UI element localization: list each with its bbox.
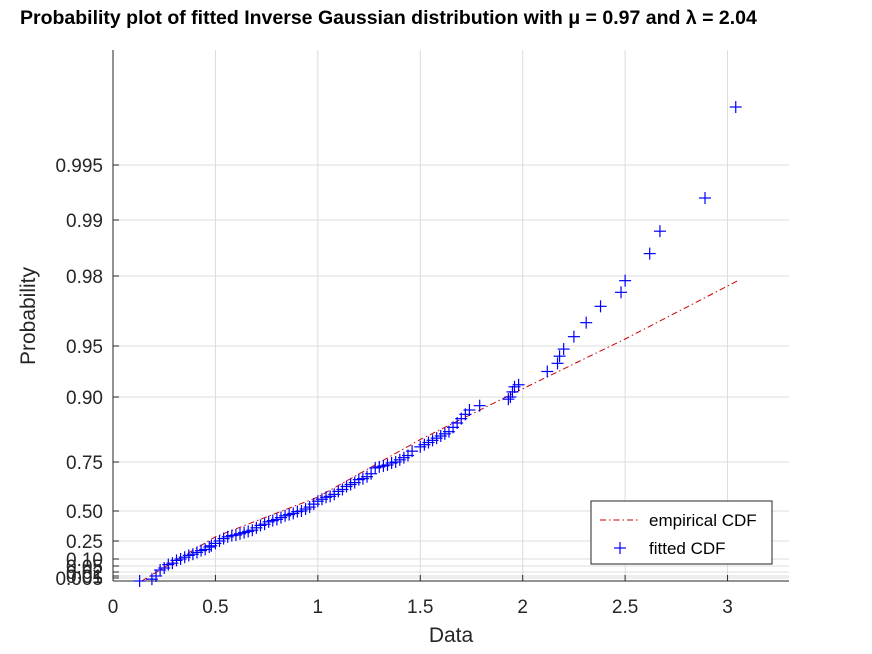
fitted-cdf-point bbox=[643, 247, 656, 260]
x-tick-label: 2.5 bbox=[612, 597, 638, 618]
y-tick-label: 0.995 bbox=[55, 156, 103, 177]
fitted-cdf-point bbox=[553, 350, 566, 363]
fitted-cdf-point bbox=[406, 445, 419, 458]
fitted-cdf-point bbox=[615, 286, 628, 299]
legend-entry-fitted-cdf: fitted CDF bbox=[649, 539, 726, 558]
fitted-cdf-point bbox=[463, 404, 476, 416]
x-tick-label: 1 bbox=[313, 597, 324, 618]
y-tick-label: 0.05 bbox=[66, 557, 103, 578]
legend-entry-empirical-cdf: empirical CDF bbox=[649, 511, 757, 530]
y-tick-label: 0.25 bbox=[66, 532, 103, 553]
x-tick-label: 2 bbox=[517, 597, 528, 618]
y-tick-label: 0.98 bbox=[66, 267, 103, 288]
fitted-cdf-point bbox=[133, 575, 146, 587]
x-tick-label: 0.5 bbox=[202, 597, 228, 618]
legend: empirical CDF fitted CDF bbox=[590, 500, 773, 565]
y-tick-label: 0.90 bbox=[66, 388, 103, 409]
fitted-cdf-point bbox=[506, 385, 519, 398]
fitted-cdf-point bbox=[729, 101, 742, 113]
fitted-cdf-point bbox=[504, 391, 517, 403]
y-tick-label: 0.10 bbox=[66, 550, 103, 571]
fitted-cdf-point bbox=[653, 225, 666, 238]
y-tick-label: 0.75 bbox=[66, 453, 103, 474]
empirical-cdf-polyline bbox=[141, 280, 739, 582]
x-tick-label: 1.5 bbox=[407, 597, 433, 618]
y-tick-label: 0.95 bbox=[66, 337, 103, 358]
fitted-cdf-point bbox=[699, 192, 712, 204]
fitted-cdf-point bbox=[203, 541, 216, 553]
x-tick-label: 0 bbox=[108, 597, 119, 618]
fitted-cdf-point bbox=[619, 274, 632, 287]
axes bbox=[112, 50, 789, 582]
legend-box bbox=[590, 500, 773, 565]
fitted-cdf-point bbox=[557, 343, 570, 356]
fitted-cdf-point bbox=[551, 357, 564, 370]
fitted-cdf-point bbox=[567, 330, 580, 343]
fitted-cdf-point bbox=[502, 393, 515, 406]
x-axis-ticks: 0 0.5 1 1.5 2 2.5 3 bbox=[108, 575, 733, 618]
fitted-cdf-point bbox=[541, 365, 554, 378]
chart-title: Probability plot of fitted Inverse Gauss… bbox=[20, 7, 757, 29]
fitted-cdf-point bbox=[580, 316, 593, 329]
x-tick-label: 3 bbox=[722, 597, 733, 618]
fitted-cdf-points bbox=[133, 101, 742, 587]
fitted-cdf-point bbox=[473, 399, 486, 412]
y-tick-label: 0.01 bbox=[66, 567, 103, 588]
y-tick-label: 0.99 bbox=[66, 211, 103, 232]
y-tick-label: 0.02 bbox=[66, 563, 103, 584]
y-axis-label: Probability bbox=[17, 266, 40, 365]
x-axis-label: Data bbox=[429, 624, 474, 647]
fitted-cdf-point bbox=[512, 378, 525, 391]
fitted-cdf-point bbox=[594, 300, 607, 313]
legend-marker-swatch bbox=[614, 542, 626, 554]
y-tick-label: 0.50 bbox=[66, 502, 103, 523]
empirical-cdf-line bbox=[141, 280, 739, 582]
y-tick-label: 0.005 bbox=[55, 569, 103, 590]
